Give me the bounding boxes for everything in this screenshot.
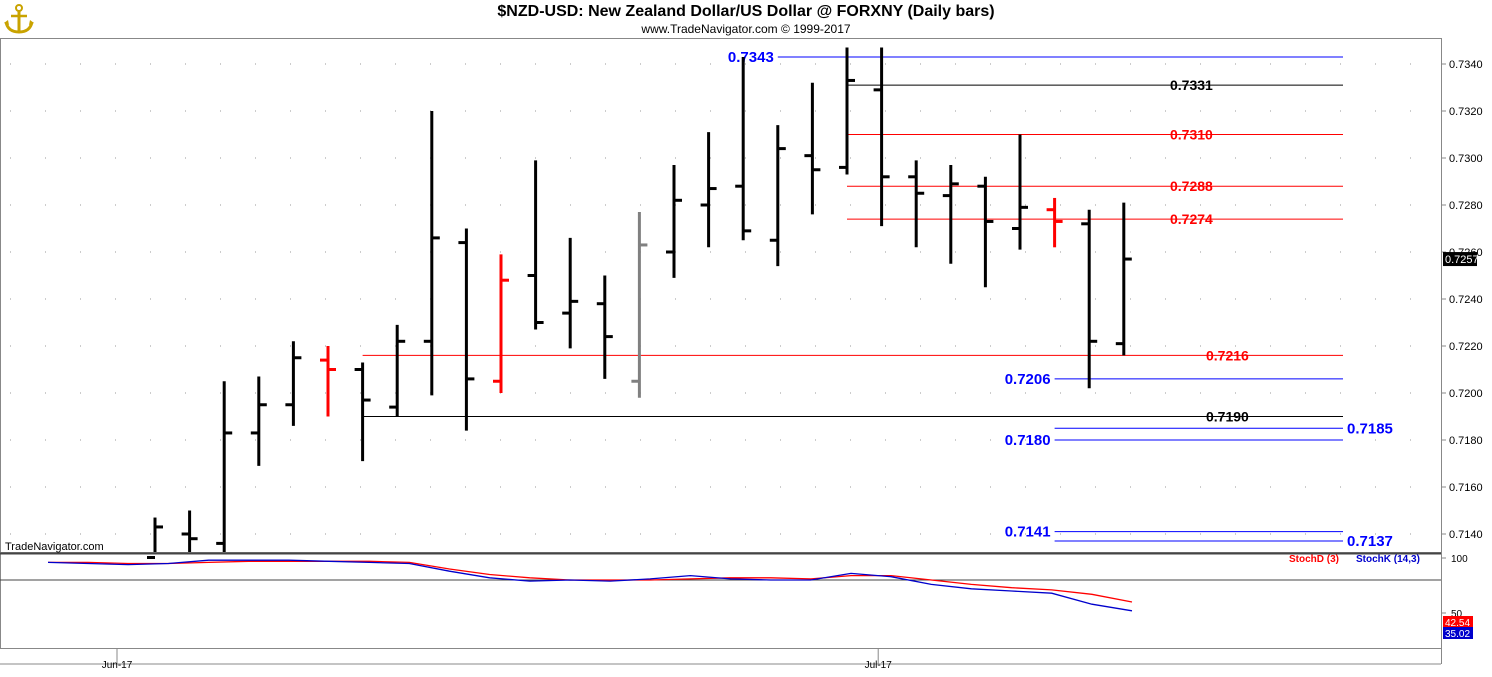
level-label: 0.7331	[1170, 77, 1213, 93]
level-label: 0.7190	[1206, 409, 1249, 425]
osc-series-line	[47, 559, 1133, 612]
level-label: 0.7206	[1005, 371, 1051, 388]
osc-series-line	[48, 560, 1133, 603]
y-tick-label: 0.7160	[1449, 482, 1483, 494]
x-tick-label: Jun-17	[102, 660, 133, 671]
osc-last-d-tag	[1443, 616, 1473, 628]
x-tick-label: Jul-17	[865, 660, 893, 671]
level-label: 0.7288	[1170, 178, 1213, 194]
watermark-label: TradeNavigator.com	[5, 541, 104, 553]
chart-subtitle: www.TradeNavigator.com © 1999-2017	[641, 22, 851, 36]
legend-stoch-k: StochK (14,3)	[1356, 554, 1420, 565]
osc-last-k-tag	[1443, 627, 1473, 639]
y-tick-label: 0.7240	[1449, 294, 1483, 306]
level-label: 0.7185	[1347, 420, 1393, 437]
level-label: 0.7180	[1005, 432, 1051, 449]
legend-stoch-d: StochD (3)	[1289, 554, 1339, 565]
y-tick-label: 0.7340	[1449, 59, 1483, 71]
oscillator-pane-frame	[0, 552, 1442, 649]
y-tick-label: 0.7220	[1449, 341, 1483, 353]
last-price-tag	[1443, 252, 1477, 267]
y-tick-label: 0.7320	[1449, 106, 1483, 118]
osc-last-k-label: 35.02	[1445, 629, 1470, 640]
y-tick-label: 0.7180	[1449, 435, 1483, 447]
anchor-logo-icon	[2, 2, 36, 36]
osc-y-tick-label: 100	[1451, 554, 1468, 565]
y-tick-label: 0.7140	[1449, 529, 1483, 541]
price-pane-frame	[0, 38, 1442, 553]
y-tick-label: 0.7200	[1449, 388, 1483, 400]
osc-last-d-label: 42.54	[1445, 618, 1470, 629]
chart-title: $NZD-USD: New Zealand Dollar/US Dollar @…	[497, 3, 995, 20]
osc-y-tick-label: 50	[1451, 609, 1463, 620]
level-label: 0.7310	[1170, 127, 1213, 143]
level-label: 0.7274	[1170, 211, 1213, 227]
last-price-label: 0.7257	[1445, 254, 1479, 266]
y-tick-label: 0.7300	[1449, 153, 1483, 165]
level-label: 0.7343	[728, 49, 774, 66]
level-label: 0.7137	[1347, 533, 1393, 550]
chart-header: $NZD-USD: New Zealand Dollar/US Dollar @…	[0, 0, 1492, 38]
y-tick-label: 0.7280	[1449, 200, 1483, 212]
level-label: 0.7216	[1206, 347, 1249, 363]
level-label: 0.7141	[1005, 524, 1051, 541]
